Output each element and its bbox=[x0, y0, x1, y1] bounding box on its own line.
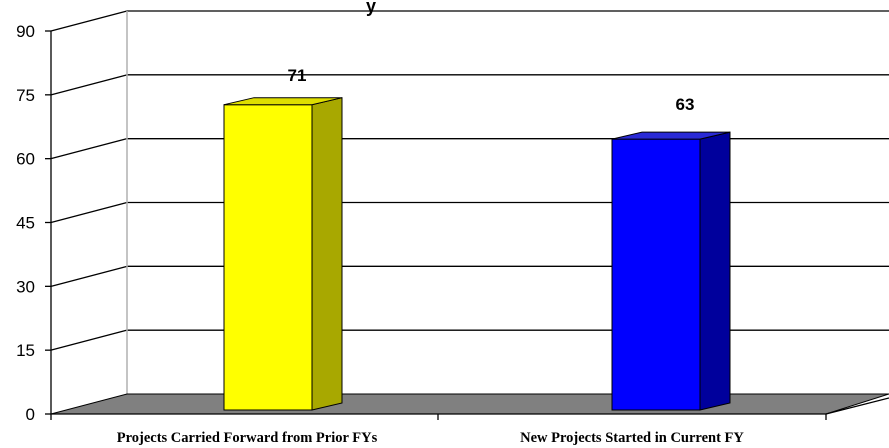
side-gridline-15 bbox=[50, 329, 128, 351]
chart-title-fragment: y bbox=[366, 0, 376, 16]
data-label-0: 71 bbox=[288, 66, 307, 85]
y-tick-label-45: 45 bbox=[16, 214, 35, 233]
chart-back-wall bbox=[50, 10, 889, 394]
floor-plane bbox=[50, 393, 889, 415]
bar-side-1 bbox=[699, 131, 731, 411]
y-tick-label-75: 75 bbox=[16, 86, 35, 105]
side-gridline-60 bbox=[50, 138, 128, 160]
side-gridline-45 bbox=[50, 201, 128, 224]
y-tick-label-15: 15 bbox=[16, 341, 35, 360]
side-gridline-75 bbox=[50, 74, 128, 96]
bar-top-0 bbox=[223, 97, 343, 106]
category-label-0: Projects Carried Forward from Prior FYs bbox=[117, 430, 378, 446]
floor-right-edge bbox=[825, 397, 889, 415]
y-tick-label-90: 90 bbox=[16, 22, 35, 41]
y-tick-label-0: 0 bbox=[26, 405, 35, 424]
labels: 71 Projects Carried Forward from Prior FY… bbox=[117, 66, 745, 446]
chart-floor bbox=[50, 393, 889, 415]
data-label-1: 63 bbox=[676, 95, 695, 114]
side-gridline-30 bbox=[50, 265, 128, 287]
bar-top-1 bbox=[611, 131, 731, 140]
y-axis: 0 15 30 45 60 75 90 bbox=[16, 22, 889, 424]
y-tick-label-30: 30 bbox=[16, 277, 35, 296]
category-label-1: New Projects Started in Current FY bbox=[520, 430, 744, 446]
bar-side-0 bbox=[311, 97, 343, 411]
side-gridline-90 bbox=[50, 10, 128, 32]
bar-front-0 bbox=[223, 104, 313, 411]
bars bbox=[223, 97, 731, 411]
y-tick-label-60: 60 bbox=[16, 150, 35, 169]
bar-front-1 bbox=[611, 138, 701, 411]
